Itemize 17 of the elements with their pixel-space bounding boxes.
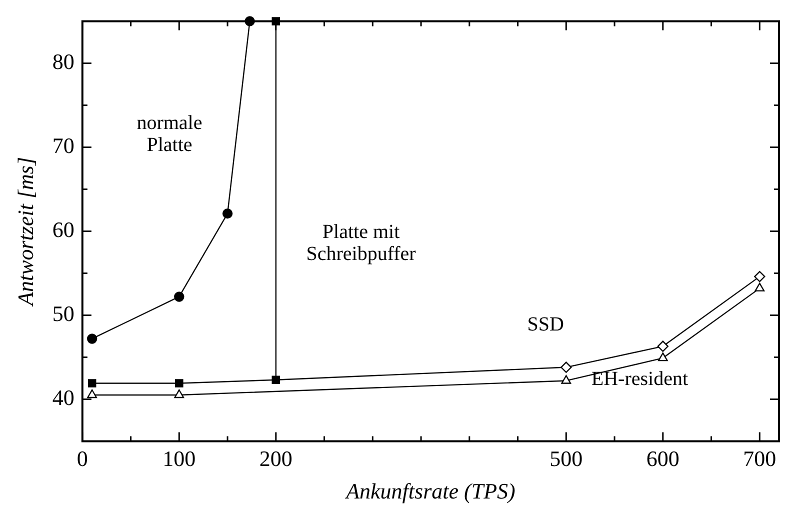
series-label: EH-resident [591, 368, 688, 390]
y-tick-label: 60 [52, 216, 74, 242]
x-tick-label: 100 [162, 446, 196, 472]
x-tick-label: 700 [743, 446, 776, 472]
y-tick-label: 80 [52, 48, 74, 74]
y-tick-label: 40 [52, 384, 74, 410]
series-label: normale Platte [136, 112, 202, 156]
y-tick-label: 50 [52, 300, 74, 326]
x-tick-label: 500 [550, 446, 583, 472]
x-tick-label: 200 [259, 446, 292, 472]
x-tick-label: 0 [76, 446, 88, 472]
series-label: SSD [527, 313, 564, 336]
x-tick-label: 600 [646, 446, 680, 472]
x-axis-title: Ankunftsrate (TPS) [344, 478, 516, 504]
series-label: Platte mit Schreibpuffer [306, 221, 416, 266]
y-tick-label: 70 [52, 132, 74, 158]
y-axis-title: Antwortzeit [ms] [12, 156, 38, 308]
